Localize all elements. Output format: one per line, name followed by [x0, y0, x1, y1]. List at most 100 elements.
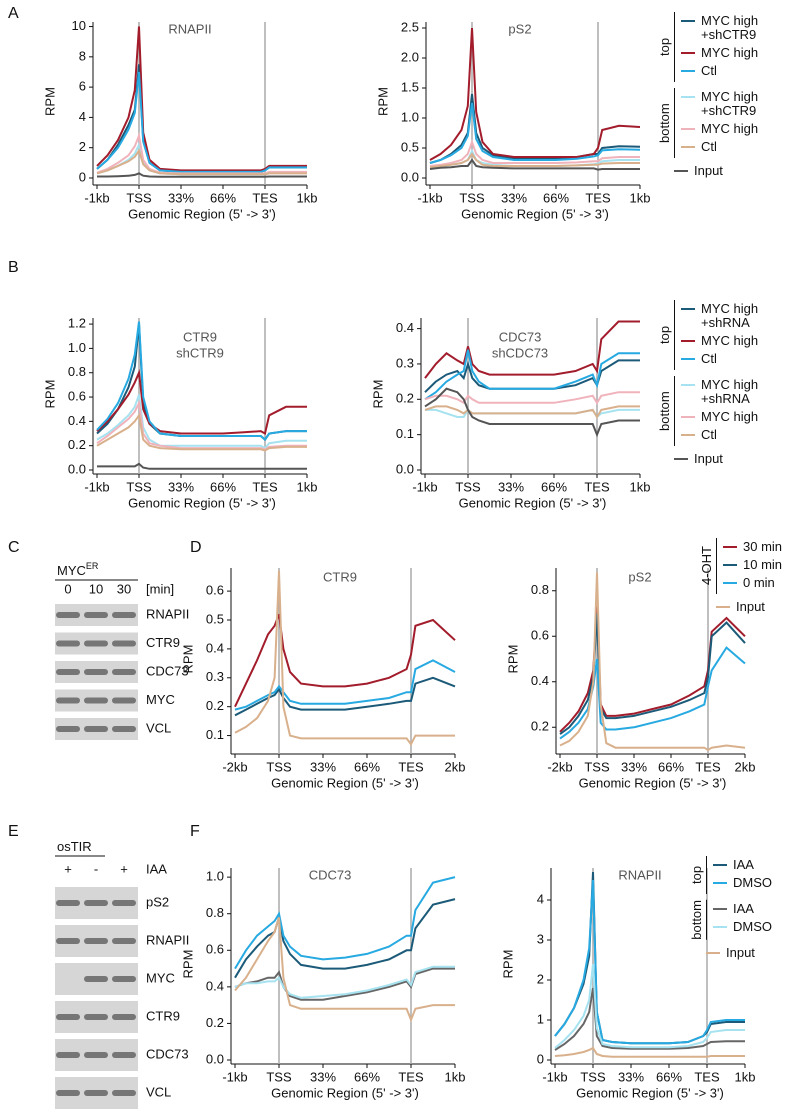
legend: top MYC high +shRNA MYC high Ctl bottom MYC h… [657, 300, 781, 470]
chart-subtitle: shCTR9 [176, 345, 224, 360]
profile-line [429, 158, 640, 171]
legend-entry: DMSO [713, 920, 800, 934]
x-tick-label: -1kb [84, 190, 109, 205]
lane-label: 30 [117, 581, 131, 596]
y-tick-label: 1.0 [68, 340, 86, 355]
legend-swatch [681, 416, 695, 418]
legend-entry: DMSO [713, 876, 800, 890]
x-axis-label: Genomic Region (5' -> 3') [271, 775, 419, 790]
legend-label: 10 min [743, 557, 783, 572]
y-tick-label: 0.4 [206, 640, 224, 655]
y-tick-label: 4 [79, 109, 86, 124]
profile-line [96, 368, 307, 436]
profile-line [96, 394, 307, 450]
blot-band [112, 640, 136, 647]
y-tick-label: 0 [537, 1051, 544, 1066]
blot-row-label: pS2 [146, 894, 169, 909]
profile-line [424, 349, 640, 401]
blot-band [84, 1090, 108, 1096]
lane-label: 10 [89, 581, 103, 596]
legend-swatch [723, 564, 737, 566]
x-tick-label: 1kb [630, 190, 651, 205]
legend-label: MYC high +shCTR9 [701, 89, 759, 118]
legend-label: Ctl [701, 427, 717, 442]
profile-line [234, 898, 456, 979]
profile-line [424, 359, 640, 393]
x-tick-label: -2kb [547, 759, 572, 774]
x-tick-label: TES [694, 1069, 720, 1084]
x-tick-label: 66% [354, 1069, 380, 1084]
blot-band [84, 900, 108, 906]
legend-group: top MYC high +shRNA MYC high Ctl [657, 300, 781, 370]
chart-title: CTR9 [323, 569, 357, 584]
blot-band [112, 1014, 136, 1020]
panel-letter: A [8, 5, 19, 22]
y-tick-label: 0.1 [206, 727, 224, 742]
blot-band [112, 697, 136, 704]
blot-band [56, 612, 80, 618]
x-tick-label: TES [695, 759, 721, 774]
x-axis-label: Genomic Region (5' -> 3') [271, 1085, 419, 1100]
legend-group-entries: IAA DMSO [713, 856, 800, 894]
legend-entry: IAA [713, 902, 800, 916]
x-tick-label: 2kb [735, 759, 756, 774]
profile-line [554, 963, 745, 1049]
y-tick-label: 1.2 [68, 316, 86, 331]
y-axis-label: RPM [42, 380, 57, 409]
legend-label: IAA [733, 857, 754, 872]
blot-header-text: osTIR [57, 839, 92, 854]
blot-band [56, 900, 80, 906]
x-tick-label: TES [252, 190, 278, 205]
x-tick-label: 66% [656, 1069, 682, 1084]
y-tick-label: 10 [72, 18, 86, 33]
legend-label: DMSO [733, 875, 772, 890]
x-tick-label: -1kb [84, 479, 109, 494]
legend-group: top MYC high +shCTR9 MYC high Ctl [657, 12, 781, 82]
y-tick-label: 0.6 [68, 388, 86, 403]
legend-entry: MYC high [681, 46, 781, 60]
legend-entry: MYC high [681, 334, 781, 348]
legend-label: MYC high [701, 121, 759, 136]
chart-title: RNAPII [168, 21, 211, 36]
legend-swatch [723, 582, 737, 584]
panel-letter: C [8, 539, 20, 556]
y-tick-label: 2.0 [401, 49, 419, 64]
legend-entry: MYC high +shCTR9 [681, 90, 781, 118]
x-axis-label: Genomic Region (5' -> 3') [128, 206, 276, 221]
blot-band [56, 697, 80, 704]
chart-subtitle: shCDC73 [492, 345, 548, 360]
profile-line [554, 879, 745, 1045]
legend-label: Input [694, 163, 723, 178]
x-axis-label: Genomic Region (5' -> 3') [461, 206, 609, 221]
lane-label: 0 [64, 581, 71, 596]
y-axis-label: RPM [180, 950, 195, 979]
x-tick-label: 66% [658, 759, 684, 774]
y-tick-label: 6 [79, 79, 86, 94]
legend-label: MYC high +shRNA [701, 377, 759, 406]
blot-header: osTIR [57, 839, 92, 854]
legend-swatch [681, 20, 695, 22]
x-tick-label: 1kb [297, 479, 318, 494]
blot-row-label: CDC73 [146, 663, 189, 678]
legend-entry: Input [706, 945, 800, 960]
chart-title: CTR9 [183, 329, 217, 344]
y-axis-label: RPM [500, 950, 515, 979]
y-tick-label: 2 [79, 139, 86, 154]
legend-group-label: top [689, 856, 707, 894]
profile-line [424, 405, 640, 419]
x-tick-label: 33% [310, 759, 336, 774]
y-tick-label: 0.0 [396, 461, 414, 476]
x-tick-label: TSS [266, 1069, 292, 1084]
y-tick-label: 1.0 [206, 869, 224, 884]
y-tick-label: 0.6 [531, 628, 549, 643]
profile-line [96, 26, 307, 172]
y-tick-label: 0.2 [68, 437, 86, 452]
blot-row-label: CDC73 [146, 1046, 189, 1061]
legend-swatch [674, 170, 688, 172]
profile-line [96, 148, 307, 176]
y-tick-label: 0.4 [68, 413, 86, 428]
y-tick-label: 1.0 [401, 109, 419, 124]
legend-swatch [681, 358, 695, 360]
blot-band [112, 976, 136, 982]
legend-label: Ctl [701, 139, 717, 154]
